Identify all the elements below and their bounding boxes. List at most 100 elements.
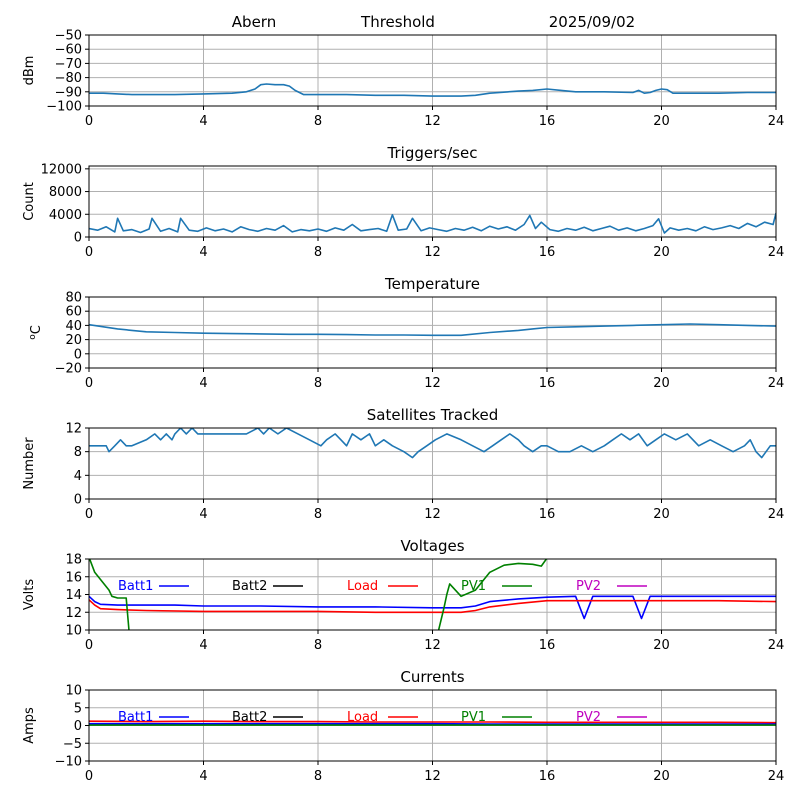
y-axis-label: dBm: [22, 56, 37, 86]
y-tick-label: 4000: [49, 208, 82, 223]
x-tick-label: 4: [199, 769, 207, 784]
series-line-load: [89, 720, 776, 724]
x-tick-label: 12: [424, 376, 441, 391]
y-tick-label: −70: [55, 57, 82, 72]
y-tick-label: −50: [55, 29, 82, 44]
panel-title: Voltages: [400, 537, 464, 555]
series-group: [89, 720, 776, 726]
series-line-batt1: [89, 595, 776, 620]
x-tick-label: 24: [768, 507, 785, 522]
y-tick-label: 60: [65, 305, 82, 320]
x-tick-label: 12: [424, 769, 441, 784]
y-axis-label: Number: [22, 437, 37, 490]
y-tick-label: 18: [65, 553, 82, 568]
legend-label-batt2: Batt2: [232, 579, 267, 594]
y-tick-label: −80: [55, 71, 82, 86]
x-tick-label: 8: [314, 638, 322, 653]
y-tick-label: 40: [65, 319, 82, 334]
x-tick-label: 12: [424, 638, 441, 653]
x-tick-label: 4: [199, 638, 207, 653]
legend-label-load: Load: [347, 579, 378, 594]
series-line-threshold: [89, 83, 776, 97]
y-axis-label: oC: [28, 325, 44, 340]
series-line-satellites: [89, 428, 776, 459]
y-axis-label: Amps: [22, 707, 37, 744]
x-tick-label: 12: [424, 114, 441, 129]
x-tick-label: 16: [539, 507, 556, 522]
legend-label-load: Load: [347, 710, 378, 725]
x-tick-label: 16: [539, 245, 556, 260]
y-axis-label-base: C: [29, 325, 44, 334]
x-tick-label: 20: [653, 638, 670, 653]
legend-label-pv2: PV2: [576, 710, 601, 725]
x-tick-label: 16: [539, 376, 556, 391]
legend-label-batt1: Batt1: [118, 710, 153, 725]
y-tick-label: −20: [55, 362, 82, 377]
series-line-triggers: [89, 212, 776, 234]
legend-label-batt1: Batt1: [118, 579, 153, 594]
x-tick-label: 20: [653, 245, 670, 260]
header-kind: Threshold: [360, 13, 435, 31]
series-group: [89, 212, 776, 234]
y-tick-label: −60: [55, 43, 82, 58]
x-tick-label: 0: [85, 507, 93, 522]
x-tick-label: 20: [653, 114, 670, 129]
x-tick-label: 8: [314, 114, 322, 129]
x-tick-label: 16: [539, 769, 556, 784]
x-tick-label: 0: [85, 245, 93, 260]
y-tick-label: −90: [55, 85, 82, 100]
x-tick-label: 8: [314, 245, 322, 260]
y-tick-label: 4: [74, 469, 82, 484]
panel-title: Satellites Tracked: [367, 406, 498, 424]
panel-satellites: 0 4 8 12 16 20 24 0 4 8 12 Satellites Tracked Number: [22, 406, 784, 522]
series-line-temperature: [89, 323, 776, 337]
y-tick-label: −5: [63, 737, 82, 752]
x-tick-label: 20: [653, 769, 670, 784]
x-tick-label: 4: [199, 376, 207, 391]
x-tick-label: 0: [85, 638, 93, 653]
x-tick-label: 16: [539, 114, 556, 129]
x-tick-label: 8: [314, 769, 322, 784]
x-tick-label: 8: [314, 376, 322, 391]
legend-label-pv2: PV2: [576, 579, 601, 594]
y-tick-label: −100: [46, 100, 82, 115]
panel-voltages: 0 4 8 12 16 20 24 10 12 14 16 18 Voltages Volts Batt1 B…: [22, 537, 784, 653]
x-tick-label: 12: [424, 507, 441, 522]
header-date: 2025/09/02: [549, 13, 635, 31]
y-tick-label: 0: [74, 231, 82, 246]
series-group: [89, 83, 776, 97]
legend-label-pv1: PV1: [461, 579, 486, 594]
panel-currents: 0 4 8 12 16 20 24 −10 −5 0 5 10 Currents Amps Batt1 Bat…: [22, 668, 784, 784]
header-station: Abern: [232, 13, 276, 31]
x-tick-label: 8: [314, 507, 322, 522]
legend-label-batt2: Batt2: [232, 710, 267, 725]
panel-title: Temperature: [384, 275, 480, 293]
x-tick-label: 20: [653, 507, 670, 522]
x-tick-label: 4: [199, 245, 207, 260]
panel-title: Triggers/sec: [387, 144, 478, 162]
panel-threshold: 0 4 8 12 16 20 24 −100−90−80−70−60−50 dBm: [22, 29, 784, 130]
y-tick-label: 12000: [41, 162, 82, 177]
series-group: [89, 559, 776, 630]
x-tick-label: 24: [768, 376, 785, 391]
series-group: [89, 428, 776, 459]
series-line-load: [89, 599, 776, 614]
y-tick-label: 8: [74, 445, 82, 460]
x-tick-label: 16: [539, 638, 556, 653]
x-tick-label: 24: [768, 114, 785, 129]
x-tick-label: 4: [199, 507, 207, 522]
y-tick-label: 10: [65, 684, 82, 699]
y-tick-label: 0: [74, 493, 82, 508]
x-tick-label: 24: [768, 245, 785, 260]
y-tick-label: 8000: [49, 185, 82, 200]
x-tick-label: 24: [768, 769, 785, 784]
y-tick-label: 10: [65, 624, 82, 639]
y-tick-label: 16: [65, 570, 82, 585]
x-tick-label: 20: [653, 376, 670, 391]
x-tick-label: 0: [85, 376, 93, 391]
y-tick-label: 80: [65, 291, 82, 306]
y-tick-label: 12: [65, 422, 82, 437]
y-tick-label: −10: [55, 755, 82, 770]
y-tick-label: 0: [74, 347, 82, 362]
panel-title: Currents: [400, 668, 464, 686]
